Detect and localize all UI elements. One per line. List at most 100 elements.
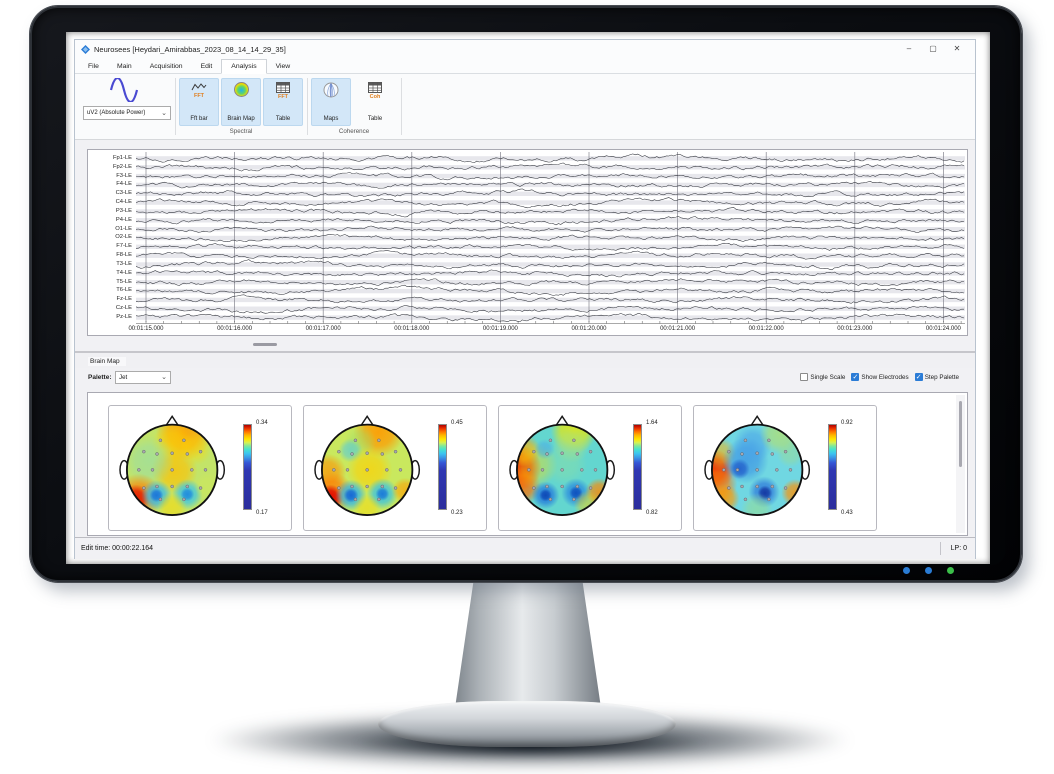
time-label: 00:01:15.000 [128,326,164,332]
edit-time-status: Edit time: 00:00:22.164 [81,545,153,552]
channel-label: F7-LE [116,243,132,250]
eeg-traces [135,150,965,326]
step-palette-checkbox[interactable]: ✓ [914,373,923,381]
time-label: 00:01:20.000 [571,326,607,332]
channel-label: O2-LE [115,234,132,241]
brain-map-label: Brain Map [227,116,255,122]
show-electrodes-option: ✓ Show Electrodes [851,373,909,381]
maximize-button[interactable]: ▢ [929,44,937,53]
fft-bar-label: Fft bar [190,116,208,122]
menu-tab-analysis[interactable]: Analysis [221,59,267,74]
topomap [699,411,819,525]
app-window: Neurosees [Heydari_Amirabbas_2023_08_14_… [74,39,976,559]
colorbar: 1.64 0.82 [627,420,679,516]
show-electrodes-checkbox[interactable]: ✓ [851,373,860,381]
fft-badge: FFT [193,93,205,99]
chevron-down-icon: ⌄ [161,109,167,117]
statusbar: Edit time: 00:00:22.164 LP: 0 [75,537,975,559]
colorbar-max: 0.45 [451,420,463,426]
coh-badge: Coh [369,94,381,100]
time-label: 00:01:19.000 [482,326,518,332]
brain-map-button[interactable]: Brain Map [221,78,261,126]
checkbox-area: Single Scale ✓ Show Electrodes ✓ Step Pa… [800,373,959,381]
channel-label: Cz-LE [115,305,132,312]
absolute-power-icon [109,78,139,102]
single-scale-label: Single Scale [810,373,846,381]
colorbar-max: 1.64 [646,420,658,426]
eeg-channel-labels: Fp1-LE Fp2-LE F3-LE F4-LE C3-LE C4-LE P3… [90,154,132,322]
channel-label: F8-LE [116,252,132,259]
channel-label: Fz-LE [116,296,132,303]
power-group: uV2 (Absolute Power) ⌄ [81,76,173,136]
menu-tab-file[interactable]: File [88,63,99,70]
palette-value: Jet [119,374,128,381]
eeg-time-axis: 00:01:15.000 00:01:16.000 00:01:17.000 0… [128,325,965,336]
coherence-table-button[interactable]: Coh Table [355,78,395,126]
time-label: 00:01:22.000 [748,326,784,332]
spectral-table-button[interactable]: FFT Table [263,78,303,126]
time-label: 00:01:23.000 [837,326,873,332]
fft-chart-icon [191,83,207,91]
coherence-group-label: Coherence [338,128,370,135]
fft-badge: FFT [277,94,289,100]
channel-label: Pz-LE [116,313,132,320]
topomap-card: 0.45 0.23 [303,405,487,531]
channel-label: T4-LE [116,269,132,276]
app-icon [81,44,90,54]
led-green-icon[interactable] [947,567,954,574]
power-unit-dropdown[interactable]: uV2 (Absolute Power) ⌄ [83,106,171,120]
minimize-button[interactable]: – [906,44,912,53]
menu-tab-acquisition[interactable]: Acquisition [149,63,183,70]
fft-bar-button[interactable]: FFT Fft bar [179,78,219,126]
channel-label: F3-LE [116,172,132,179]
window-controls: – ▢ ✕ [897,41,969,57]
channel-label: P3-LE [115,207,132,214]
channel-label: C3-LE [115,190,132,197]
channel-label: T5-LE [116,278,132,285]
brain-map-icon [233,82,249,97]
chevron-down-icon: ⌄ [161,374,167,381]
colorbar-gradient [828,424,837,510]
ribbon: uV2 (Absolute Power) ⌄ FFT Fft bar [75,74,975,140]
coherence-maps-label: Maps [323,116,339,122]
coherence-maps-button[interactable]: Maps [311,78,351,126]
channel-label: T6-LE [116,287,132,294]
channel-label: Fp1-LE [112,155,132,161]
brain-maps-panel: 0.34 0.17 0.45 0.23 [87,392,968,536]
vertical-scrollbar-thumb[interactable] [959,401,962,467]
power-leds [903,567,954,574]
titlebar: Neurosees [Heydari_Amirabbas_2023_08_14_… [75,40,975,58]
channel-label: F4-LE [116,181,132,188]
colorbar-max: 0.92 [841,420,853,426]
topomap [309,411,429,525]
horizontal-scrollbar[interactable] [87,340,968,350]
single-scale-checkbox[interactable] [800,373,809,381]
channel-label: T3-LE [116,260,132,267]
horizontal-scrollbar-thumb[interactable] [253,343,277,346]
vertical-scrollbar[interactable] [956,395,965,533]
show-electrodes-label: Show Electrodes [861,373,909,381]
coherence-table-label: Table [367,116,383,122]
palette-label: Palette: [88,374,112,381]
brain-map-section-header: Brain Map [75,351,975,368]
spectral-group-label: Spectral [229,128,253,135]
close-button[interactable]: ✕ [953,44,961,53]
colorbar: 0.45 0.23 [432,420,484,516]
time-label: 00:01:21.000 [660,326,696,332]
menu-tab-main[interactable]: Main [116,63,132,70]
colorbar-min: 0.43 [841,510,853,516]
colorbar-min: 0.23 [451,510,463,516]
time-label: 00:01:16.000 [217,326,253,332]
power-unit-value: uV2 (Absolute Power) [87,110,146,116]
menu-tab-edit[interactable]: Edit [200,63,213,70]
colorbar-min: 0.17 [256,510,268,516]
colorbar: 0.34 0.17 [237,420,289,516]
group-separator [401,78,402,135]
monitor-stand-neck [455,578,601,708]
colorbar-min: 0.82 [646,510,658,516]
palette-dropdown[interactable]: Jet ⌄ [115,371,171,384]
menu-tab-view[interactable]: View [275,63,291,70]
colorbar: 0.92 0.43 [822,420,874,516]
colorbar-gradient [438,424,447,510]
